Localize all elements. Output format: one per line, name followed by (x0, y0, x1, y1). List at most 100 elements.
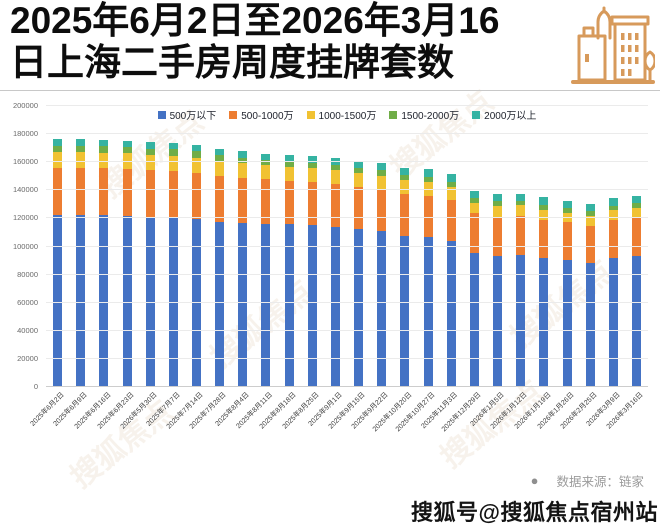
bar-slot (393, 105, 416, 386)
gridline (46, 189, 648, 191)
bar-segment (215, 221, 225, 386)
bar-segment (539, 258, 549, 386)
chart-legend: 500万以下 500-1000万 1000-1500万 1500-2000万 2000万… (46, 107, 648, 122)
y-tick-label: 40000 (17, 325, 38, 335)
legend-label: 500万以下 (169, 111, 217, 122)
bar-segment (76, 214, 86, 386)
bar-segment (238, 151, 248, 158)
bar-segment (631, 203, 641, 209)
bar-segment (493, 216, 503, 257)
bar-segment (122, 147, 132, 154)
y-tick-label: 180000 (12, 129, 38, 139)
bar-segment (99, 168, 109, 216)
bar-segment (145, 170, 155, 217)
bar-slot (579, 105, 602, 386)
bar-segment (585, 204, 595, 212)
bar-segment (562, 200, 572, 208)
bar-segment (53, 139, 63, 146)
y-tick-label: 80000 (17, 269, 38, 279)
bar-segment (562, 207, 572, 213)
bar-slot (602, 105, 625, 386)
bar-segment (238, 157, 248, 164)
stacked-bar (400, 167, 410, 386)
bar-segment (307, 168, 317, 182)
x-axis-labels: 2025年6月2日 2025年6月9日 2025年6月16日 2025年6月23日 20… (30, 387, 648, 465)
bar-segment (539, 197, 549, 205)
bar-segment (284, 154, 294, 162)
bar-segment (122, 216, 132, 386)
bar-segment (354, 186, 364, 230)
stacked-bar (493, 194, 503, 386)
bar-slot (254, 105, 277, 386)
bar-segment (215, 160, 225, 176)
legend-label: 2000万以上 (484, 111, 537, 122)
bar-segment (562, 222, 572, 261)
stacked-bar (192, 145, 202, 386)
bar-segment (608, 210, 618, 221)
bar-segment (493, 256, 503, 386)
stacked-bar (284, 154, 294, 386)
plot-area (46, 105, 648, 387)
bar-segment (446, 173, 456, 182)
bar-slot (301, 105, 324, 386)
bar-segment (192, 173, 202, 219)
bar-slot (486, 105, 509, 386)
bar-segment (261, 223, 271, 386)
bar-slot (278, 105, 301, 386)
y-tick-label: 140000 (12, 185, 38, 195)
bar-segment (238, 178, 248, 224)
stacked-bar (215, 148, 225, 386)
bar-segment (238, 223, 248, 386)
stacked-bar (307, 156, 317, 386)
bar-segment (631, 195, 641, 204)
bar-segment (122, 140, 132, 148)
bar-segment (493, 206, 503, 217)
bar-segment (516, 255, 526, 386)
bar-segment (469, 253, 479, 386)
bar-segment (192, 145, 202, 152)
stacked-bar (446, 173, 456, 386)
y-tick-label: 160000 (12, 157, 38, 167)
bar-segment (354, 161, 364, 168)
data-source: ● 数据来源：链家 (531, 471, 644, 490)
bar-slot (46, 105, 69, 386)
bar-segment (215, 175, 225, 222)
bar-segment (377, 163, 387, 171)
bar-segment (192, 151, 202, 158)
bar-segment (516, 205, 526, 217)
legend-label: 1000-1500万 (318, 111, 377, 122)
legend-item: 1500-2000万 (389, 107, 459, 122)
legend-item: 2000万以上 (472, 107, 536, 122)
bar-segment (145, 154, 155, 171)
gridline (46, 245, 648, 247)
y-tick-label: 100000 (12, 241, 38, 251)
legend-swatch (389, 110, 398, 119)
bar-segment (446, 181, 456, 188)
bar-slot (139, 105, 162, 386)
bar-slot (417, 105, 440, 386)
title-line-2: 日上海二手房周度挂牌套数 (10, 41, 454, 83)
stacked-bar (631, 195, 641, 386)
y-tick-label: 60000 (17, 297, 38, 307)
bar-segment (423, 168, 433, 177)
bar-segment (354, 167, 364, 174)
stacked-bar (539, 197, 549, 386)
bar-segment (377, 175, 387, 190)
bar-segment (516, 200, 526, 206)
bar-segment (354, 173, 364, 187)
bar-segment (400, 180, 410, 194)
legend-swatch (229, 110, 238, 119)
bar-segment (76, 145, 86, 153)
bar-segment (400, 167, 410, 175)
bar-segment (585, 216, 595, 226)
bar-segment (53, 145, 63, 153)
legend-label: 1500-2000万 (401, 111, 460, 122)
bar-segment (99, 215, 109, 386)
bar-segment (423, 195, 433, 238)
bar-segment (377, 231, 387, 386)
bar-slot (625, 105, 648, 386)
bar-segment (168, 171, 178, 218)
bar-segment (145, 216, 155, 386)
bar-segment (400, 235, 410, 386)
bar-segment (631, 208, 641, 219)
